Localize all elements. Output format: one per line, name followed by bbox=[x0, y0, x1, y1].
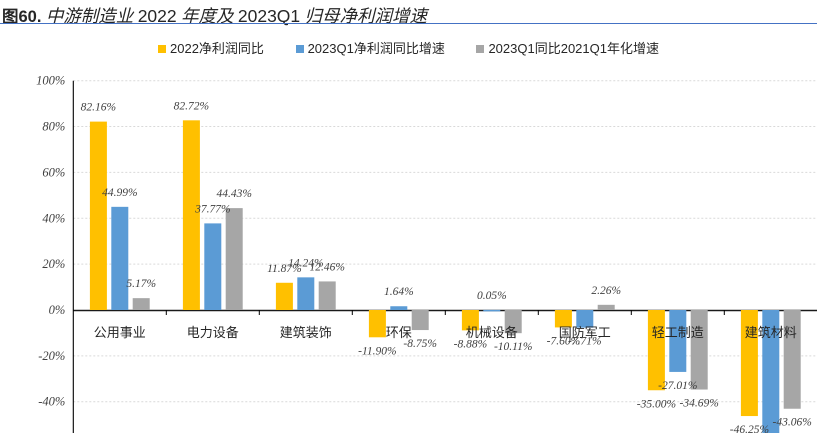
svg-text:12.46%: 12.46% bbox=[309, 261, 344, 273]
svg-text:-34.69%: -34.69% bbox=[680, 398, 719, 410]
svg-text:-8.75%: -8.75% bbox=[403, 338, 437, 350]
svg-text:44.99%: 44.99% bbox=[102, 187, 137, 199]
svg-text:0.05%: 0.05% bbox=[477, 290, 507, 302]
svg-text:5.17%: 5.17% bbox=[126, 278, 156, 290]
svg-text:44.43%: 44.43% bbox=[216, 188, 251, 200]
svg-text:-20%: -20% bbox=[38, 349, 65, 363]
svg-text:电力设备: 电力设备 bbox=[187, 325, 239, 340]
svg-text:82.72%: 82.72% bbox=[174, 100, 209, 112]
svg-text:2.26%: 2.26% bbox=[591, 285, 621, 297]
svg-text:20%: 20% bbox=[42, 257, 65, 271]
svg-text:-11.90%: -11.90% bbox=[358, 345, 396, 357]
svg-text:-7.71%: -7.71% bbox=[568, 336, 602, 348]
svg-text:-43.06%: -43.06% bbox=[773, 417, 812, 429]
svg-text:-40%: -40% bbox=[38, 395, 65, 409]
svg-text:建筑材料: 建筑材料 bbox=[745, 325, 797, 340]
svg-text:-27.01%: -27.01% bbox=[658, 380, 697, 392]
svg-text:0%: 0% bbox=[49, 303, 66, 317]
svg-text:-35.00%: -35.00% bbox=[637, 398, 676, 410]
svg-text:82.16%: 82.16% bbox=[81, 102, 116, 114]
svg-text:建筑装饰: 建筑装饰 bbox=[280, 325, 332, 340]
svg-text:轻工制造: 轻工制造 bbox=[652, 325, 704, 340]
svg-text:100%: 100% bbox=[36, 74, 65, 88]
svg-text:60%: 60% bbox=[42, 165, 65, 179]
svg-text:-8.88%: -8.88% bbox=[454, 338, 488, 350]
svg-text:公用事业: 公用事业 bbox=[94, 325, 146, 340]
svg-text:-46.25%: -46.25% bbox=[730, 424, 769, 433]
svg-text:37.77%: 37.77% bbox=[194, 203, 230, 215]
svg-text:-10.11%: -10.11% bbox=[494, 341, 532, 353]
svg-text:1.64%: 1.64% bbox=[384, 286, 414, 298]
svg-text:40%: 40% bbox=[42, 211, 65, 225]
svg-text:80%: 80% bbox=[42, 120, 65, 134]
